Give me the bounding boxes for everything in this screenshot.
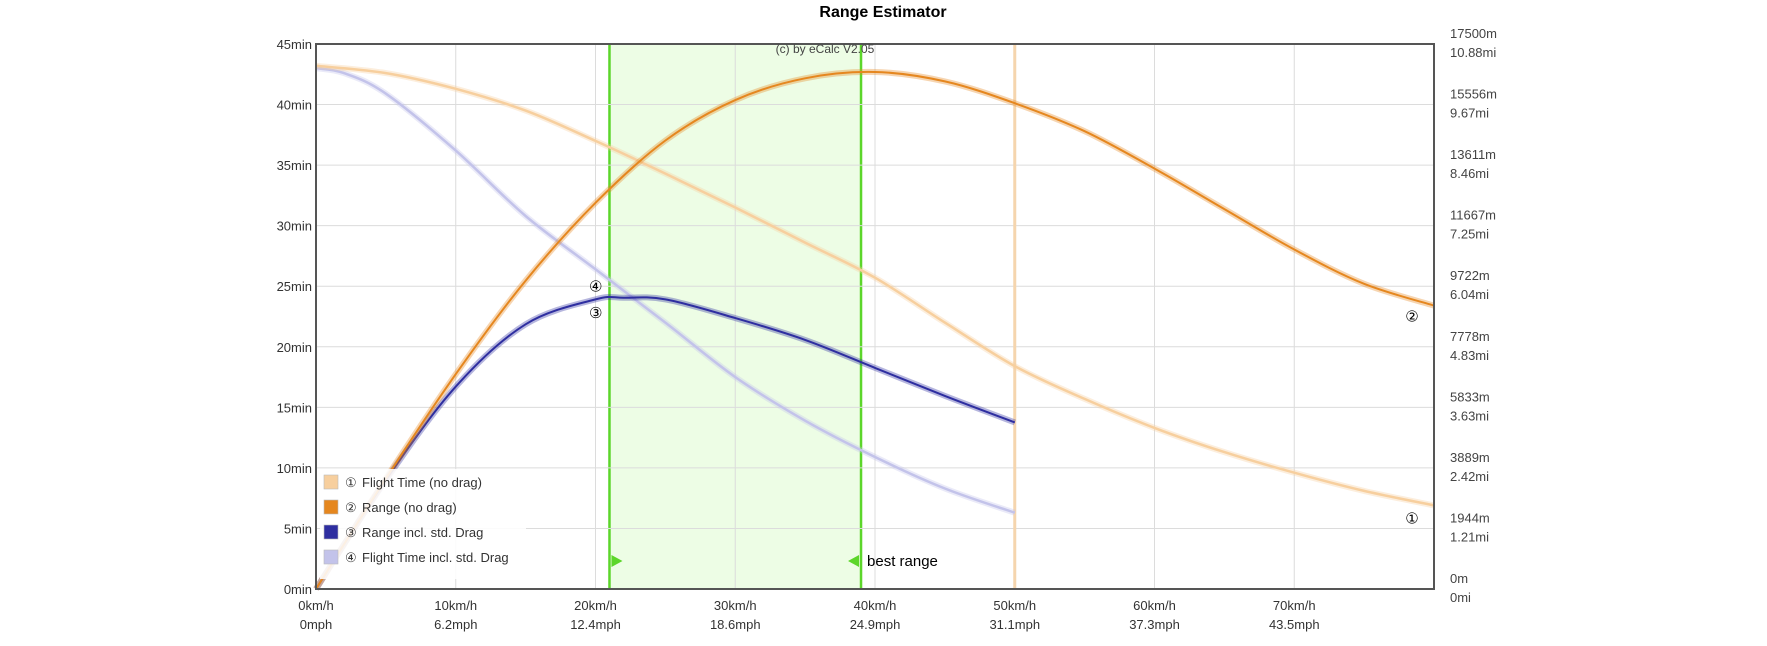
y2-tick-label-m: 17500m — [1450, 26, 1497, 41]
y2-tick-label-mi: 0mi — [1450, 590, 1471, 605]
y2-tick-label-mi: 2.42mi — [1450, 469, 1489, 484]
y-tick-label: 30min — [277, 219, 312, 234]
x-tick-label: 20km/h — [574, 598, 617, 613]
series-marker-layer: best range ④ ③ ② ① — [589, 277, 1419, 570]
series-2-marker: ② — [1405, 308, 1418, 326]
series-line-range-incl-std-drag — [315, 295, 1016, 590]
series-1-marker: ① — [1405, 509, 1418, 527]
y2-tick-label-mi: 8.46mi — [1450, 166, 1489, 181]
series-4-marker: ④ — [589, 277, 602, 295]
y2-tick-label-mi: 10.88mi — [1450, 45, 1496, 60]
y-tick-label: 10min — [277, 461, 312, 476]
series-layer — [313, 62, 1435, 591]
x-tick-label-mph: 43.5mph — [1269, 617, 1320, 632]
series-3-marker: ③ — [589, 304, 602, 322]
y2-tick-label-m: 3889m — [1450, 450, 1490, 465]
y-tick-label: 20min — [277, 340, 312, 355]
chart-title: Range Estimator — [819, 4, 946, 21]
best-range-label: best range — [867, 553, 938, 570]
legend-swatch — [323, 499, 339, 515]
plot-frame — [315, 43, 1435, 590]
x-tick-label-mph: 31.1mph — [989, 617, 1040, 632]
x-tick-label: 10km/h — [434, 598, 477, 613]
y-tick-label: 0min — [284, 582, 312, 597]
x-tick-label: 50km/h — [993, 598, 1036, 613]
legend-label: Flight Time incl. std. Drag — [362, 550, 509, 565]
y-tick-label: 40min — [277, 98, 312, 113]
y2-tick-label-mi: 6.04mi — [1450, 287, 1489, 302]
x-tick-label-mph: 6.2mph — [434, 617, 477, 632]
y2-tick-label-m: 9722m — [1450, 268, 1490, 283]
y2-tick-label-mi: 3.63mi — [1450, 408, 1489, 423]
y2-tick-label-m: 13611m — [1450, 147, 1496, 162]
y2-tick-label-m: 5833m — [1450, 389, 1490, 404]
y2-tick-label-mi: 9.67mi — [1450, 106, 1489, 121]
legend-label: Flight Time (no drag) — [362, 475, 482, 490]
legend-label: Range (no drag) — [362, 500, 457, 515]
grid-layer — [316, 44, 1434, 589]
y2-tick-label-mi: 7.25mi — [1450, 227, 1489, 242]
y2-tick-label-m: 11667m — [1450, 208, 1496, 223]
x-tick-label: 60km/h — [1133, 598, 1176, 613]
legend-marker: ① — [345, 475, 357, 490]
y2-tick-label-m: 1944m — [1450, 510, 1490, 525]
y-tick-label: 45min — [277, 37, 312, 52]
series-line-range-no-drag — [315, 70, 1435, 590]
band-start-arrow — [611, 555, 623, 567]
x-tick-label: 30km/h — [714, 598, 757, 613]
legend-marker: ② — [345, 500, 357, 515]
y-tick-label: 15min — [277, 400, 312, 415]
y-tick-label: 25min — [277, 279, 312, 294]
y-tick-label: 5min — [284, 521, 312, 536]
watermark-text: (c) by eCalc V2.05 — [776, 42, 875, 56]
legend: ① Flight Time (no drag) ② Range (no drag) ③ R… — [320, 469, 526, 579]
y2-tick-label-m: 15556m — [1450, 87, 1497, 102]
axis-label-layer: 0min 5min 10min 15min 20min 25min 30min 35min 40… — [277, 26, 1497, 632]
band-end-arrow — [848, 555, 860, 567]
legend-marker: ④ — [345, 550, 357, 565]
legend-swatch — [323, 524, 339, 540]
series-line-flight-time-no-drag — [315, 64, 1435, 507]
x-tick-label: 0km/h — [298, 598, 333, 613]
x-tick-label-mph: 12.4mph — [570, 617, 621, 632]
legend-swatch — [323, 474, 339, 490]
x-tick-label: 70km/h — [1273, 598, 1316, 613]
x-tick-label-mph: 24.9mph — [850, 617, 901, 632]
legend-label: Range incl. std. Drag — [362, 525, 483, 540]
y2-tick-label-mi: 4.83mi — [1450, 348, 1489, 363]
plot-frame-layer — [315, 43, 1435, 590]
y2-tick-label-mi: 1.21mi — [1450, 529, 1489, 544]
legend-swatch — [323, 549, 339, 565]
y2-tick-label-m: 0m — [1450, 571, 1468, 586]
legend-marker: ③ — [345, 525, 357, 540]
x-tick-label-mph: 18.6mph — [710, 617, 761, 632]
x-tick-label: 40km/h — [854, 598, 897, 613]
x-tick-label-mph: 37.3mph — [1129, 617, 1180, 632]
legend-background — [320, 469, 526, 579]
y-tick-label: 35min — [277, 158, 312, 173]
x-tick-label-mph: 0mph — [300, 617, 333, 632]
y2-tick-label-m: 7778m — [1450, 329, 1490, 344]
